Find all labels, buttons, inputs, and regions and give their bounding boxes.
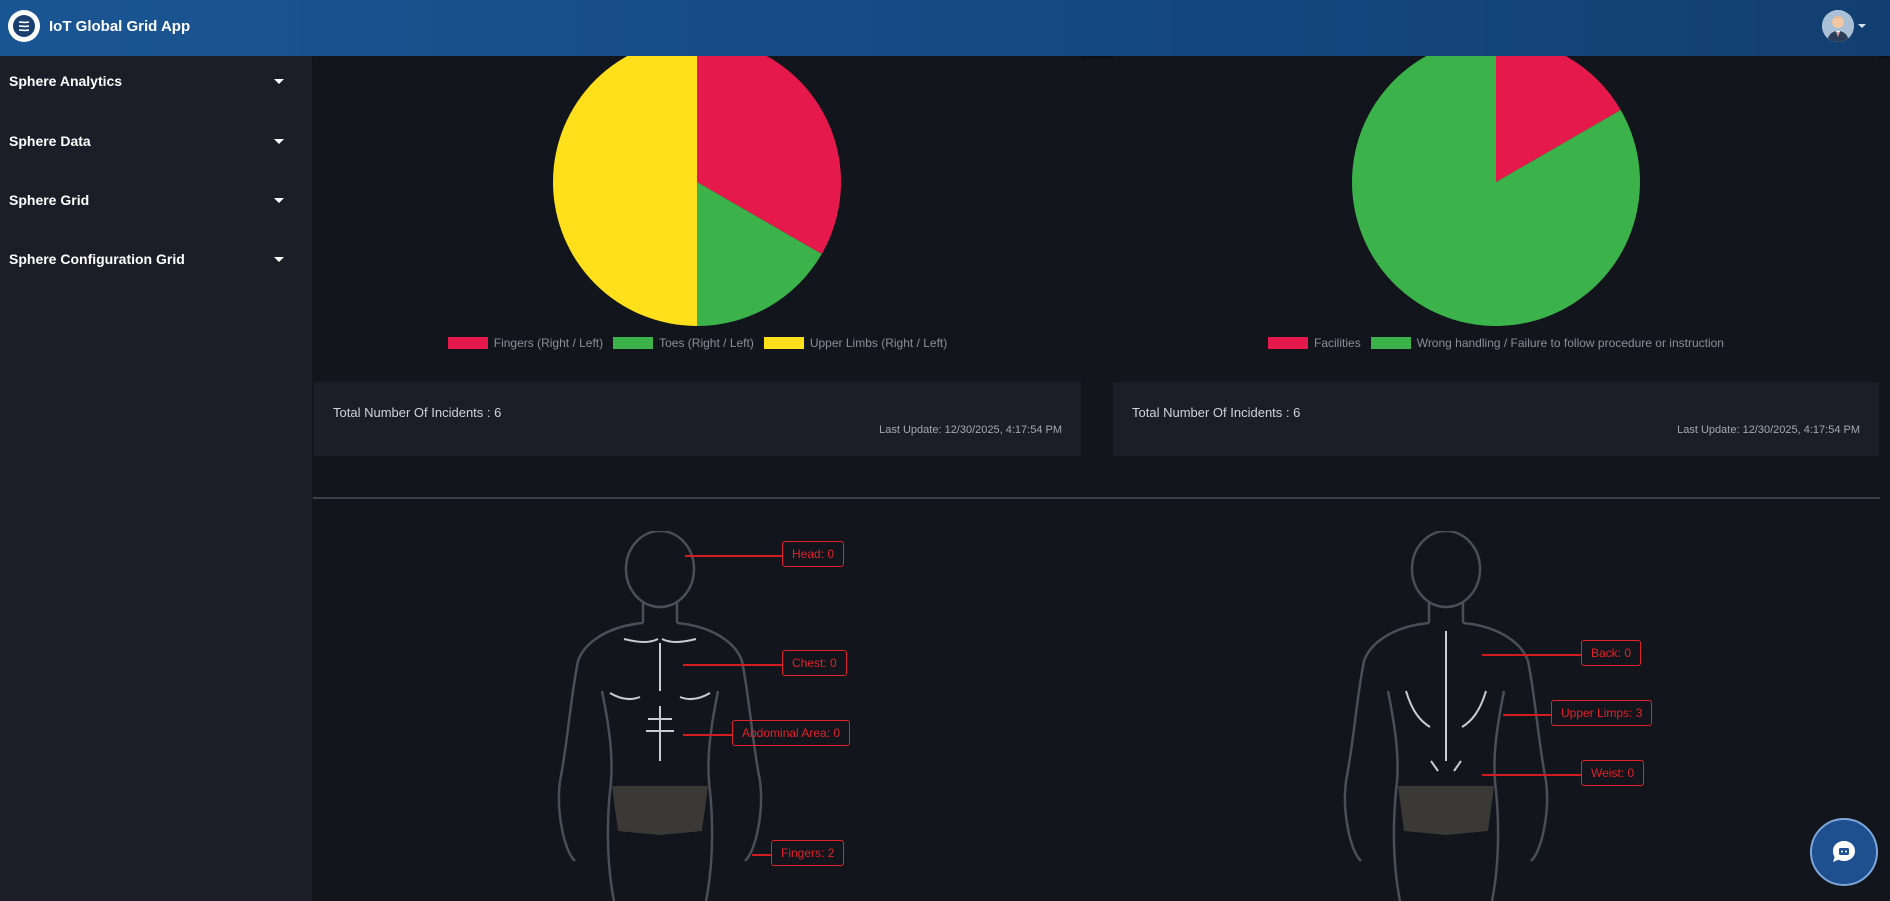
fingers-pointer-line	[752, 854, 772, 856]
chart-legend: Fingers (Right / Left) Toes (Right / Left…	[314, 336, 1081, 350]
injury-body-part-chart-panel: Fingers (Right / Left) Toes (Right / Left…	[314, 56, 1081, 456]
sidebar-item-sphere-grid[interactable]: Sphere Grid	[0, 180, 312, 220]
abdominal-pointer-line	[683, 734, 733, 736]
pie-slice[interactable]	[697, 182, 822, 326]
legend-swatch	[1268, 337, 1309, 349]
sidebar-item-label: Sphere Analytics	[9, 73, 123, 89]
legend-swatch	[763, 337, 804, 349]
panel-footer: Total Number Of Incidents : 6 Last Updat…	[1113, 382, 1879, 456]
body-front-figure	[557, 531, 763, 901]
brand-logo-icon	[8, 10, 40, 42]
legend-label: Upper Limbs (Right / Left)	[809, 336, 948, 350]
body-back-figure	[1343, 531, 1549, 901]
app-title: IoT Global Grid App	[49, 17, 191, 35]
head-pointer-line	[685, 555, 783, 557]
abdominal-count-label: Abdominal Area: 0	[732, 720, 851, 746]
legend-swatch	[1370, 337, 1411, 349]
legend-swatch	[447, 337, 488, 349]
back-count-label: Back: 0	[1581, 640, 1642, 666]
incident-cause-chart-panel: Facilities Wrong handling / Failure to fo…	[1113, 56, 1879, 456]
legend-label: Fingers (Right / Left)	[493, 336, 604, 350]
waist-count-label: Weist: 0	[1581, 760, 1645, 786]
brand[interactable]: IoT Global Grid App	[8, 10, 190, 42]
sidebar-item-label: Sphere Grid	[9, 192, 90, 208]
sidebar-item-sphere-data[interactable]: Sphere Data	[0, 121, 312, 161]
legend-item[interactable]: Fingers (Right / Left)	[447, 336, 604, 350]
total-incidents: Total Number Of Incidents : 6	[1132, 405, 1301, 420]
waist-pointer-line	[1482, 774, 1582, 776]
legend-item[interactable]: Toes (Right / Left)	[613, 336, 754, 350]
upper-limbs-pointer-line	[1503, 714, 1552, 716]
pie-slice[interactable]	[553, 56, 697, 326]
pie-chart	[553, 56, 841, 326]
upper-limbs-count-label: Upper Limps: 3	[1551, 700, 1653, 726]
sidebar-item-sphere-analytics[interactable]: Sphere Analytics	[0, 61, 312, 101]
chevron-down-icon	[274, 138, 284, 144]
head-count-label: Head: 0	[782, 541, 845, 567]
user-avatar-icon[interactable]	[1822, 10, 1854, 42]
panel-footer: Total Number Of Incidents : 6 Last Updat…	[314, 382, 1081, 456]
legend-label: Facilities	[1314, 336, 1361, 350]
sidebar-item-label: Sphere Configuration Grid	[9, 251, 185, 267]
chevron-down-icon	[274, 256, 284, 262]
chevron-down-icon[interactable]	[1858, 24, 1866, 28]
sidebar-item-sphere-configuration-grid[interactable]: Sphere Configuration Grid	[0, 239, 312, 279]
pie-chart	[1352, 56, 1640, 326]
chevron-down-icon	[274, 197, 284, 203]
total-incidents: Total Number Of Incidents : 6	[333, 405, 502, 420]
last-update: Last Update: 12/30/2025, 4:17:54 PM	[879, 424, 1062, 436]
sidebar-item-label: Sphere Data	[9, 133, 91, 149]
legend-item[interactable]: Upper Limbs (Right / Left)	[763, 336, 948, 350]
section-divider	[313, 497, 1880, 499]
chat-bubble-icon[interactable]	[1810, 818, 1878, 886]
legend-label: Wrong handling / Failure to follow proce…	[1416, 336, 1724, 350]
legend-item[interactable]: Wrong handling / Failure to follow proce…	[1370, 336, 1724, 350]
fingers-count-label: Fingers: 2	[771, 840, 845, 866]
back-pointer-line	[1482, 654, 1582, 656]
legend-item[interactable]: Facilities	[1268, 336, 1361, 350]
sidebar: Sphere Analytics Sphere Data Sphere Grid…	[0, 56, 312, 901]
pie-slice[interactable]	[697, 56, 841, 254]
chest-pointer-line	[683, 664, 783, 666]
user-menu[interactable]	[1822, 10, 1866, 42]
chevron-down-icon	[274, 78, 284, 84]
legend-swatch	[613, 337, 654, 349]
chest-count-label: Chest: 0	[782, 650, 847, 676]
top-bar: IoT Global Grid App	[0, 0, 1890, 56]
chart-legend: Facilities Wrong handling / Failure to fo…	[1113, 336, 1879, 350]
pie-slice[interactable]	[1496, 56, 1621, 182]
last-update: Last Update: 12/30/2025, 4:17:54 PM	[1677, 424, 1860, 436]
pie-slice[interactable]	[1352, 56, 1640, 326]
legend-label: Toes (Right / Left)	[659, 336, 754, 350]
